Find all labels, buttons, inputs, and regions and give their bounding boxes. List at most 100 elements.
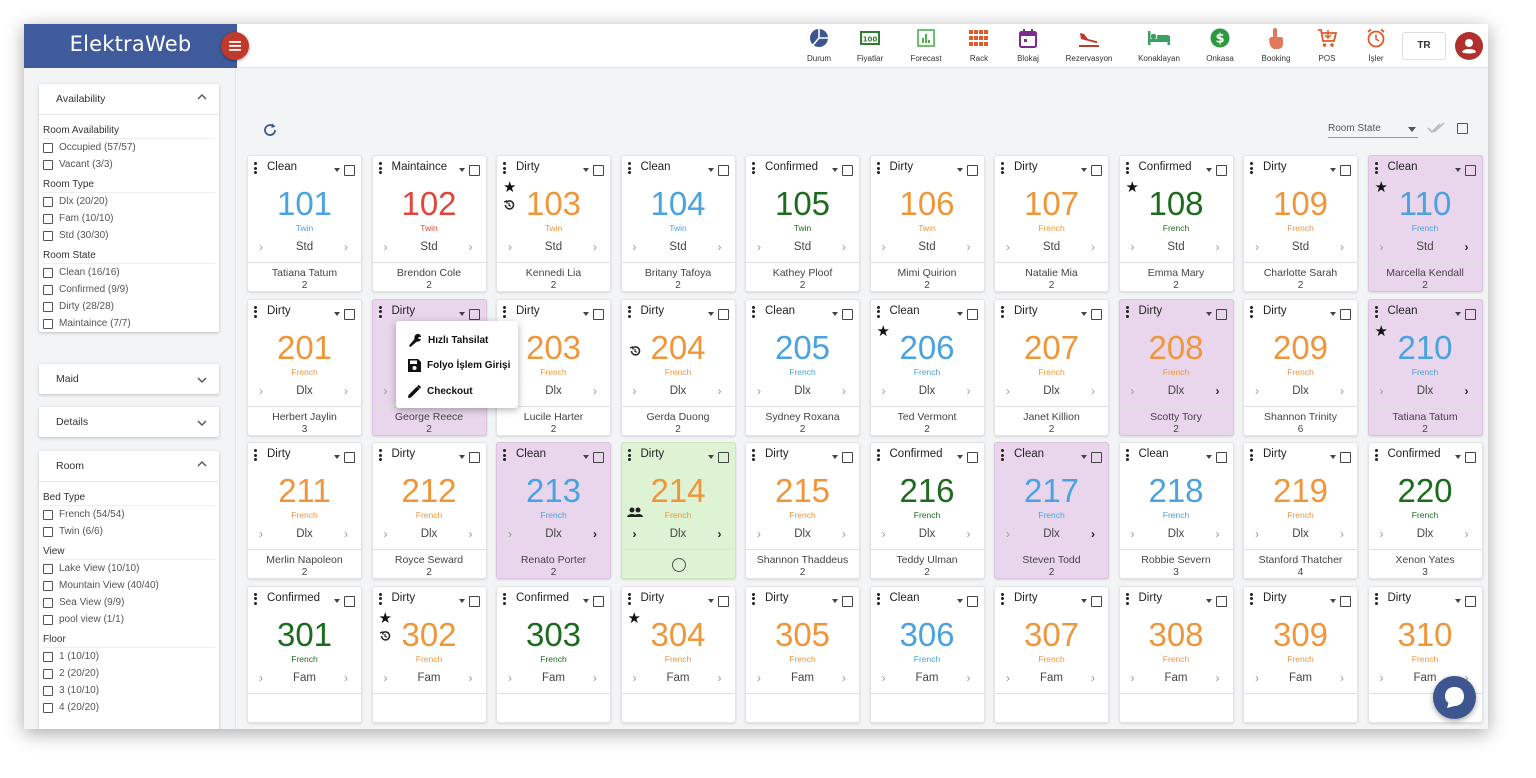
room-card[interactable]: Confirmed 301 French › › Fam	[247, 585, 362, 723]
room-state-label[interactable]: Dirty	[889, 161, 914, 173]
room-select-checkbox[interactable]	[344, 452, 355, 463]
room-card[interactable]: Clean ★ 206 French › › Dlx Ted Vermont 2	[869, 298, 985, 436]
state-dropdown-arrow-icon[interactable]	[1205, 168, 1212, 172]
room-select-checkbox[interactable]	[1091, 452, 1102, 463]
prev-arrow-icon[interactable]: ›	[1006, 527, 1010, 541]
checkbox-box[interactable]	[43, 213, 53, 224]
filter-checkbox[interactable]: Fam (10/10)	[43, 210, 215, 227]
filter-checkbox[interactable]: Sea View (9/9)	[43, 594, 215, 611]
room-state-label[interactable]: Dirty	[640, 448, 665, 460]
prev-arrow-icon[interactable]: ›	[757, 240, 761, 254]
next-arrow-icon[interactable]: ›	[966, 383, 971, 398]
state-dropdown-arrow-icon[interactable]	[334, 598, 340, 603]
state-dropdown-arrow-icon[interactable]	[1081, 168, 1087, 172]
room-select-checkbox[interactable]	[966, 452, 978, 463]
room-select-checkbox[interactable]	[1464, 452, 1476, 463]
state-dropdown-arrow-icon[interactable]	[956, 168, 963, 172]
room-card[interactable]: Clean 218 French › › Dlx Robbie Severn 3	[1118, 442, 1234, 579]
checkbox-box[interactable]	[43, 614, 53, 625]
room-card[interactable]: Confirmed 220 French › › Dlx Xenon Yates 3	[1367, 442, 1483, 579]
room-state-label[interactable]: Dirty	[1014, 591, 1038, 604]
room-select-checkbox[interactable]	[1464, 595, 1476, 607]
more-vert-icon[interactable]	[876, 592, 880, 605]
room-select-checkbox[interactable]	[717, 452, 729, 463]
state-dropdown-arrow-icon[interactable]	[1454, 598, 1461, 603]
room-select-checkbox[interactable]	[1464, 308, 1476, 320]
next-arrow-icon[interactable]: ›	[1091, 527, 1095, 541]
room-select-checkbox[interactable]	[468, 452, 480, 463]
room-card[interactable]: Dirty 212 French › › Dlx Royce Seward 2	[371, 442, 487, 579]
next-arrow-icon[interactable]: ›	[593, 240, 597, 254]
filter-checkbox[interactable]: Occupied (57/57)	[43, 139, 215, 156]
checkbox-box[interactable]	[43, 267, 53, 278]
more-vert-icon[interactable]	[1125, 449, 1129, 461]
next-arrow-icon[interactable]: ›	[1340, 527, 1344, 541]
prev-arrow-icon[interactable]: ›	[383, 383, 388, 398]
more-vert-icon[interactable]	[627, 592, 631, 605]
app-logo[interactable]: ElektraWeb	[24, 24, 237, 68]
filter-checkbox[interactable]: Twin (6/6)	[43, 523, 215, 540]
room-state-label[interactable]: Clean	[1387, 304, 1418, 317]
checkbox-box[interactable]	[43, 702, 53, 713]
nav-rezervasyon[interactable]: Rezervasyon	[1061, 26, 1117, 63]
more-vert-icon[interactable]	[1374, 449, 1378, 461]
room-state-label[interactable]: Clean	[267, 161, 298, 173]
prev-arrow-icon[interactable]: ›	[757, 383, 761, 398]
more-vert-icon[interactable]	[378, 305, 382, 318]
room-select-checkbox[interactable]	[1464, 165, 1476, 176]
room-state-label[interactable]: Confirmed	[1138, 161, 1192, 173]
state-dropdown-arrow-icon[interactable]	[334, 455, 340, 459]
room-select-checkbox[interactable]	[1091, 595, 1102, 607]
more-vert-icon[interactable]	[503, 449, 506, 461]
prev-arrow-icon[interactable]: ›	[1379, 383, 1384, 398]
language-button[interactable]: TR	[1402, 32, 1446, 60]
nav-isler[interactable]: İşler	[1348, 26, 1404, 63]
room-card[interactable]: Clean 217 French › › Dlx Steven Todd 2	[994, 442, 1109, 579]
prev-arrow-icon[interactable]: ›	[632, 240, 637, 254]
room-select-checkbox[interactable]	[344, 308, 355, 320]
nav-booking[interactable]: Booking	[1248, 26, 1304, 63]
more-vert-icon[interactable]	[1374, 592, 1378, 605]
next-arrow-icon[interactable]: ›	[717, 240, 722, 254]
prev-arrow-icon[interactable]: ›	[508, 527, 512, 541]
room-state-label[interactable]: Clean	[1387, 161, 1418, 173]
room-card[interactable]: Confirmed 303 French › › Fam	[496, 585, 611, 723]
prev-arrow-icon[interactable]: ›	[508, 670, 512, 685]
checkbox-box[interactable]	[43, 196, 53, 207]
room-card[interactable]: Dirty 109 French › › Std Charlotte Sarah 2	[1243, 155, 1358, 292]
room-select-checkbox[interactable]	[966, 165, 978, 176]
room-card[interactable]: Clean 213 French › › Dlx Renato Porter 2	[496, 442, 611, 579]
room-state-label[interactable]: Dirty	[765, 591, 789, 604]
more-vert-icon[interactable]	[1250, 162, 1253, 174]
prev-arrow-icon[interactable]: ›	[259, 383, 263, 398]
state-dropdown-arrow-icon[interactable]	[458, 311, 465, 316]
nav-durum[interactable]: Durum	[791, 26, 847, 63]
room-select-checkbox[interactable]	[468, 165, 480, 176]
nav-blokaj[interactable]: Blokaj	[1000, 26, 1056, 63]
checkbox-box[interactable]	[43, 159, 53, 170]
filter-checkbox[interactable]: Lake View (10/10)	[43, 560, 215, 577]
room-state-label[interactable]: Clean	[640, 161, 671, 173]
checkbox-box[interactable]	[43, 563, 53, 574]
room-card[interactable]: Dirty 208 French › › Dlx Scotty Tory 2	[1118, 298, 1234, 436]
prev-arrow-icon[interactable]: ›	[259, 240, 263, 254]
filter-checkbox[interactable]: Confirmed (9/9)	[43, 281, 215, 298]
room-state-label[interactable]: Confirmed	[516, 591, 570, 604]
room-state-label[interactable]: Clean	[516, 448, 547, 460]
state-dropdown-arrow-icon[interactable]	[1205, 311, 1212, 316]
state-dropdown-arrow-icon[interactable]	[1081, 455, 1087, 459]
room-panel-header[interactable]: Room	[39, 451, 219, 481]
more-vert-icon[interactable]	[1001, 449, 1004, 461]
nav-forecast[interactable]: Forecast	[898, 26, 954, 63]
more-vert-icon[interactable]	[1001, 162, 1004, 174]
more-vert-icon[interactable]	[378, 162, 382, 174]
menu-item-checkout[interactable]: Checkout	[408, 385, 473, 398]
room-card[interactable]: Dirty 307 French › › Fam	[994, 585, 1109, 723]
state-dropdown-arrow-icon[interactable]	[832, 598, 838, 603]
room-card[interactable]: Confirmed ★ 108 French › › Std Emma Mary 2	[1118, 155, 1234, 292]
room-card[interactable]: Dirty 207 French › › Dlx Janet Killion 2	[994, 298, 1109, 436]
more-vert-icon[interactable]	[876, 162, 880, 174]
next-arrow-icon[interactable]: ›	[1464, 383, 1469, 398]
checkbox-box[interactable]	[43, 284, 53, 295]
room-state-label[interactable]: Clean	[1138, 448, 1169, 460]
